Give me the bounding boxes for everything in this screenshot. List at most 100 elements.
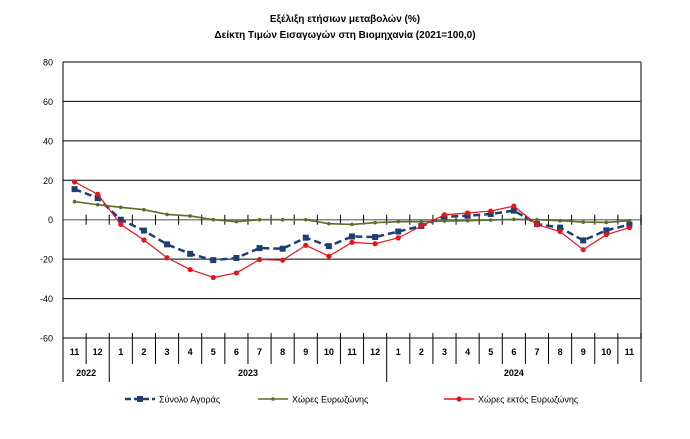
data-point-series-2 [396,219,401,224]
data-point-series-3 [580,247,586,253]
x-tick-label: 10 [601,347,611,357]
data-point-series-2 [257,217,262,222]
data-point-series-3 [95,191,101,197]
data-point-series-3 [326,253,332,259]
data-point-series-1 [187,250,194,257]
chart-title: Εξέλιξη ετήσιων μεταβολών (%) [269,14,421,25]
data-point-series-2 [188,214,192,218]
data-point-series-2 [234,219,239,224]
data-point-series-3 [256,256,263,263]
data-point-series-1 [510,207,517,214]
data-point-series-2 [142,207,146,212]
data-point-series-1 [626,221,633,228]
x-tick-label: 6 [234,347,239,357]
x-tick-label: 11 [625,347,635,357]
data-point-series-3 [210,274,216,281]
x-tick-label: 3 [165,347,170,357]
chart-subtitle: Δείκτη Τιμών Εισαγωγών στη Βιομηχανία (2… [214,30,476,41]
data-point-series-1 [140,227,147,234]
data-point-series-1 [464,212,471,219]
year-label: 2022 [76,368,96,378]
data-point-series-3 [349,239,355,245]
data-point-series-3 [395,235,401,241]
y-tick-label: 20 [43,176,53,186]
data-point-series-3 [465,210,471,216]
data-point-series-2 [95,202,100,207]
data-point-series-1 [164,241,171,248]
data-point-series-2 [558,218,562,223]
data-point-series-3 [626,225,633,231]
data-point-series-3 [441,212,448,218]
data-point-series-3 [233,270,239,276]
y-tick-label: 40 [43,136,53,146]
x-tick-label: 2 [141,347,146,357]
data-point-series-1 [233,254,240,261]
legend-marker-3 [456,396,462,402]
x-tick-label: 7 [257,347,262,357]
data-point-series-1 [395,228,402,235]
data-point-series-2 [119,205,123,210]
data-point-series-3 [164,255,170,261]
data-point-series-3 [280,257,286,263]
x-tick-label: 10 [324,347,334,357]
data-point-series-2 [72,199,77,204]
x-tick-label: 1 [396,347,401,357]
data-point-series-3 [557,228,563,235]
x-tick-label: 4 [465,347,470,357]
data-point-series-2 [488,218,493,222]
x-tick-label: 1 [118,347,123,357]
legend-label: Σύνολο Αγοράς [159,395,221,405]
y-tick-label: 0 [48,215,53,225]
x-tick-label: 5 [211,347,216,357]
data-point-series-3 [71,179,78,185]
data-point-series-2 [604,220,609,225]
data-point-series-2 [512,217,516,222]
data-point-series-3 [511,203,517,209]
data-point-series-3 [418,223,424,229]
data-point-series-3 [141,237,147,243]
legend-label: Χώρες εκτός Ευρωζώνης [478,395,579,405]
year-label: 2023 [238,368,258,378]
data-point-series-2 [581,220,585,224]
x-tick-label: 12 [370,347,380,357]
data-point-series-1 [325,243,332,250]
series-line-2 [74,200,630,226]
data-point-series-2 [535,217,539,222]
data-point-series-2 [280,217,285,222]
series-line-3 [74,181,630,279]
data-point-series-3 [303,242,309,248]
legend-label: Χώρες Ευρωζώνης [292,395,369,405]
data-point-series-1 [372,234,379,241]
data-point-series-2 [327,221,331,226]
data-point-series-3 [488,208,494,214]
data-point-series-3 [118,221,124,228]
y-tick-label: -60 [40,334,53,344]
x-tick-label: 9 [303,347,308,357]
data-point-series-3 [603,232,609,238]
data-point-series-1 [302,234,309,241]
data-point-series-2 [419,219,424,224]
x-tick-label: 8 [280,347,285,357]
data-point-series-1 [279,245,286,252]
x-tick-label: 7 [534,347,539,357]
data-point-series-1 [580,237,587,244]
data-point-series-1 [557,224,564,231]
data-point-series-1 [117,216,124,223]
data-point-series-2 [211,217,216,222]
x-tick-label: 3 [442,347,447,357]
data-point-series-1 [603,227,610,234]
legend-marker-1 [137,396,143,402]
data-point-series-1 [349,233,355,240]
x-tick-label: 11 [70,347,80,357]
data-point-series-2 [373,220,377,225]
x-tick-label: 5 [488,347,493,357]
y-tick-label: -40 [40,294,53,304]
data-point-series-3 [372,241,378,247]
data-point-series-2 [442,219,447,223]
y-tick-label: 60 [43,97,53,107]
year-label: 2024 [504,368,524,378]
data-point-series-2 [165,212,169,217]
y-tick-label: -20 [40,255,53,265]
x-tick-label: 4 [188,347,193,357]
